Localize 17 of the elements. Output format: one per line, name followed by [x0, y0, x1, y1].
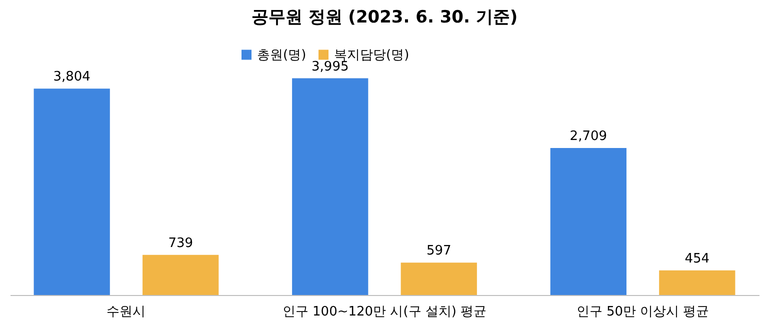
data-label: 739 [168, 236, 194, 251]
data-label: 3,804 [53, 70, 90, 85]
bar [400, 262, 477, 295]
bar [34, 88, 110, 295]
x-tick-label: 수원시 [106, 304, 146, 320]
data-label: 3,995 [312, 59, 349, 74]
bar [292, 78, 368, 295]
data-label: 2,709 [570, 129, 608, 144]
chart-title: 공무원 정원 (2023. 6. 30. 기준) [251, 7, 518, 28]
data-label: 454 [684, 251, 710, 266]
bar [659, 270, 736, 295]
data-label: 597 [426, 244, 452, 259]
bar [142, 254, 219, 295]
bar [550, 148, 626, 295]
x-tick-label: 인구 100~120만 시(구 설치) 평균 [282, 304, 487, 320]
x-tick-label: 인구 50만 이상시 평균 [576, 304, 710, 320]
legend-label: 총원(명) [257, 48, 306, 63]
